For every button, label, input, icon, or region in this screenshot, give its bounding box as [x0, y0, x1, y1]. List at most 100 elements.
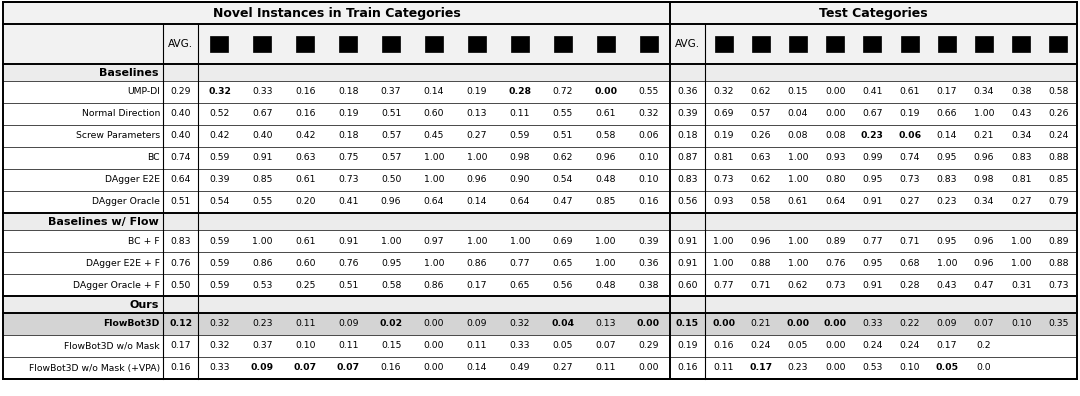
- Bar: [211, 36, 229, 52]
- Text: 0.95: 0.95: [936, 154, 957, 162]
- Text: 0.95: 0.95: [862, 175, 882, 185]
- Text: 0.71: 0.71: [900, 236, 920, 246]
- Text: 0.59: 0.59: [510, 131, 530, 141]
- Text: 0.18: 0.18: [677, 131, 698, 141]
- Text: 0.21: 0.21: [974, 131, 995, 141]
- Text: 0.13: 0.13: [595, 320, 616, 329]
- Text: FlowBot3D w/o Mask (+VPA): FlowBot3D w/o Mask (+VPA): [29, 364, 160, 373]
- Text: 0.64: 0.64: [510, 198, 530, 206]
- Text: 0.58: 0.58: [751, 198, 771, 206]
- Text: 0.80: 0.80: [825, 175, 846, 185]
- Text: 0.61: 0.61: [787, 198, 808, 206]
- Text: 1.00: 1.00: [595, 236, 616, 246]
- Text: 0.47: 0.47: [553, 198, 573, 206]
- Bar: [826, 36, 845, 52]
- Text: 0.15: 0.15: [676, 320, 699, 329]
- Text: 0.79: 0.79: [1049, 198, 1068, 206]
- Bar: [639, 36, 658, 52]
- Text: 0.31: 0.31: [1011, 280, 1031, 289]
- Bar: [339, 36, 357, 52]
- Text: 0.96: 0.96: [974, 236, 995, 246]
- Text: 0.11: 0.11: [595, 364, 616, 373]
- Text: 0.43: 0.43: [1011, 110, 1031, 118]
- Text: 0.93: 0.93: [714, 198, 733, 206]
- Text: 0.40: 0.40: [252, 131, 272, 141]
- Text: 0.63: 0.63: [295, 154, 315, 162]
- Text: 0.14: 0.14: [467, 198, 487, 206]
- Text: 0.77: 0.77: [862, 236, 882, 246]
- Text: 0.55: 0.55: [638, 88, 659, 97]
- Text: 1.00: 1.00: [510, 236, 530, 246]
- Text: 1.00: 1.00: [595, 259, 616, 268]
- Text: 0.16: 0.16: [381, 364, 402, 373]
- Text: 0.60: 0.60: [677, 280, 698, 289]
- Text: 0.19: 0.19: [338, 110, 359, 118]
- Text: 0.91: 0.91: [677, 259, 698, 268]
- Text: 0.74: 0.74: [900, 154, 920, 162]
- Text: 0.56: 0.56: [553, 280, 572, 289]
- Text: 0.10: 0.10: [638, 175, 659, 185]
- Text: 0.10: 0.10: [1011, 320, 1031, 329]
- Text: 0.23: 0.23: [252, 320, 272, 329]
- Text: Screw Parameters: Screw Parameters: [76, 131, 160, 141]
- Bar: [3, 313, 1077, 335]
- Text: 0.96: 0.96: [974, 259, 995, 268]
- Text: 0.71: 0.71: [751, 280, 771, 289]
- Text: 0.27: 0.27: [553, 364, 573, 373]
- Text: 0.08: 0.08: [825, 131, 846, 141]
- Text: 0.26: 0.26: [1049, 110, 1068, 118]
- Text: BC + F: BC + F: [129, 236, 160, 246]
- Text: 0.40: 0.40: [171, 110, 191, 118]
- Bar: [715, 36, 732, 52]
- Text: 0.16: 0.16: [714, 341, 733, 350]
- Text: 0.52: 0.52: [210, 110, 230, 118]
- Text: 0.74: 0.74: [171, 154, 191, 162]
- Text: 0.17: 0.17: [171, 341, 191, 350]
- Text: 1.00: 1.00: [423, 259, 444, 268]
- Text: 1.00: 1.00: [252, 236, 272, 246]
- Text: 0.88: 0.88: [751, 259, 771, 268]
- Text: 0.54: 0.54: [553, 175, 572, 185]
- Text: 0.07: 0.07: [337, 364, 360, 373]
- Text: 0.73: 0.73: [900, 175, 920, 185]
- Text: 0.09: 0.09: [467, 320, 487, 329]
- Text: 0.32: 0.32: [210, 341, 230, 350]
- Text: 0.47: 0.47: [974, 280, 995, 289]
- Text: 0.24: 0.24: [751, 341, 771, 350]
- Text: 0.29: 0.29: [638, 341, 659, 350]
- Text: Baselines w/ Flow: Baselines w/ Flow: [49, 217, 159, 227]
- Bar: [3, 296, 1077, 313]
- Text: 0.19: 0.19: [900, 110, 920, 118]
- Text: 0.05: 0.05: [935, 364, 958, 373]
- Bar: [752, 36, 770, 52]
- Text: 0.96: 0.96: [751, 236, 771, 246]
- Text: 0.51: 0.51: [338, 280, 359, 289]
- Text: 0.96: 0.96: [381, 198, 402, 206]
- Text: 0.00: 0.00: [637, 320, 660, 329]
- Text: 0.66: 0.66: [936, 110, 957, 118]
- Text: 0.68: 0.68: [900, 259, 920, 268]
- Text: 0.55: 0.55: [253, 198, 272, 206]
- Text: 0.77: 0.77: [510, 259, 530, 268]
- Text: DAgger E2E + F: DAgger E2E + F: [86, 259, 160, 268]
- Text: 0.85: 0.85: [1049, 175, 1068, 185]
- Text: 0.28: 0.28: [900, 280, 920, 289]
- Text: 0.65: 0.65: [510, 280, 530, 289]
- Text: 0.86: 0.86: [423, 280, 444, 289]
- Text: 0.14: 0.14: [423, 88, 444, 97]
- Text: 0.64: 0.64: [825, 198, 846, 206]
- Text: 0.64: 0.64: [423, 198, 444, 206]
- Text: BC: BC: [147, 154, 160, 162]
- Text: 0.23: 0.23: [861, 131, 883, 141]
- Text: 0.96: 0.96: [595, 154, 616, 162]
- Text: 0.57: 0.57: [381, 154, 402, 162]
- Bar: [382, 36, 400, 52]
- Text: 0.04: 0.04: [551, 320, 575, 329]
- Text: 0.56: 0.56: [677, 198, 698, 206]
- Text: 0.85: 0.85: [595, 198, 616, 206]
- Text: 0.00: 0.00: [825, 110, 846, 118]
- Bar: [596, 36, 615, 52]
- Text: 0.39: 0.39: [677, 110, 698, 118]
- Text: 0.11: 0.11: [295, 320, 315, 329]
- Text: 0.91: 0.91: [862, 198, 882, 206]
